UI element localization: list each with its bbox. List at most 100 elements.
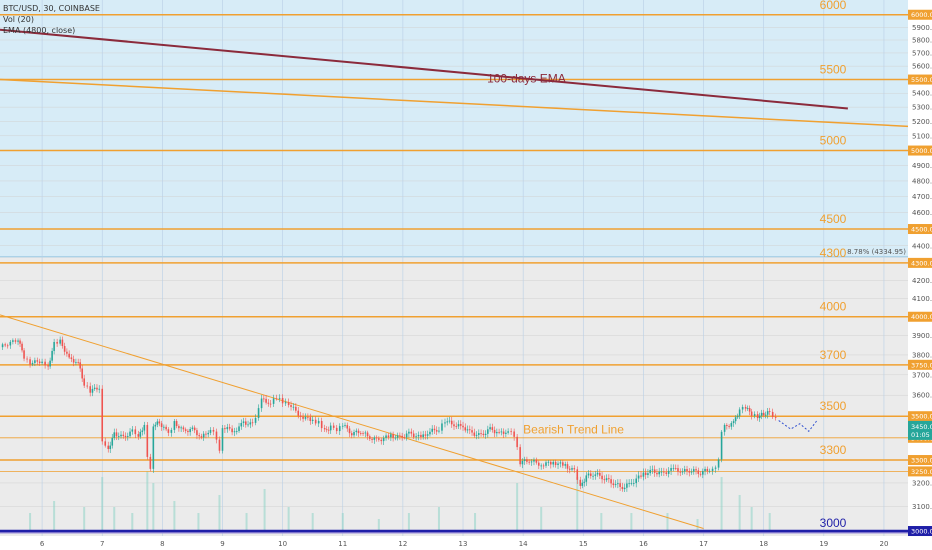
volume-bar	[540, 507, 543, 531]
candle-body	[314, 419, 317, 424]
candle-body	[768, 411, 771, 412]
candle-body	[228, 427, 231, 429]
candle-body	[34, 360, 36, 363]
candle-body	[44, 361, 46, 366]
candle-body	[746, 408, 749, 409]
candle-body	[1, 344, 4, 348]
candle-body	[771, 411, 774, 418]
ema-line[interactable]	[0, 28, 848, 110]
candle-body	[68, 353, 70, 358]
trend-line-upper[interactable]	[0, 78, 909, 128]
candle-body	[658, 471, 661, 475]
candle-body	[209, 429, 212, 433]
volume-bar	[407, 513, 410, 531]
candle-body	[521, 460, 524, 465]
candle-body	[152, 426, 155, 469]
candle-body	[359, 433, 362, 434]
candle-body	[272, 398, 275, 404]
candle-body	[699, 473, 702, 475]
volume-bar	[29, 513, 32, 531]
level-tag-bg	[908, 311, 932, 322]
candle-body	[450, 420, 453, 425]
candle-body	[405, 433, 408, 438]
candle-body	[728, 426, 730, 427]
candle-body	[226, 427, 229, 430]
time-axis[interactable]: 6 7 8 9 10 11 12 13 14 15 16 17 18 19 20	[40, 540, 889, 548]
candle-body	[357, 430, 360, 434]
candle-body	[462, 425, 464, 428]
candle-body	[287, 402, 290, 406]
candle-body	[594, 474, 597, 476]
candle-body	[387, 435, 390, 438]
level-tag: 4500.00	[911, 226, 932, 234]
trend-lines[interactable]	[0, 28, 909, 530]
candle-body	[4, 344, 6, 346]
price-axis[interactable]: 3100.003200.003300.003400.003500.003600.…	[908, 9, 932, 537]
candle-body	[378, 438, 380, 440]
candle-body	[392, 434, 394, 438]
candle-body	[21, 343, 23, 351]
candle-body	[573, 468, 576, 470]
candle-body	[369, 436, 371, 439]
candle-body	[431, 428, 434, 432]
candle-body	[505, 432, 507, 434]
candle-body	[240, 422, 243, 427]
time-tick-label: 9	[220, 540, 224, 548]
candle-body	[708, 470, 711, 472]
price-tick-label: 4200.00	[912, 277, 932, 285]
volume-bar	[377, 519, 380, 531]
time-tick-label: 20	[879, 540, 888, 548]
price-tick-label: 3200.00	[912, 479, 932, 487]
candle-body	[758, 415, 761, 419]
horizontal-levels[interactable]: 6000 5500 5000 4500 4300 4000 3700 3500 3300 3000	[0, 0, 908, 533]
volume-bar	[152, 483, 155, 531]
candle-body	[704, 468, 706, 472]
candle-body	[362, 433, 364, 434]
legend: BTC/USD, 30, COINBASE Vol (20) EMA (4800…	[3, 4, 100, 35]
level-tag-bg	[908, 411, 932, 422]
candle-body	[446, 421, 449, 423]
candle-body	[224, 428, 226, 430]
candle-body	[507, 431, 509, 433]
time-tick-label: 7	[100, 540, 104, 548]
candle-body	[344, 425, 346, 426]
level-tag-bg	[908, 145, 932, 156]
candle-body	[663, 471, 665, 473]
candle-body	[124, 435, 127, 438]
candle-body	[401, 435, 403, 438]
candle-body	[47, 365, 49, 367]
candle-body	[96, 387, 98, 390]
candle-body	[36, 360, 39, 362]
candle-body	[667, 470, 670, 474]
candle-body	[559, 462, 562, 464]
candle-body	[760, 412, 763, 416]
price-tick-label: 3600.00	[912, 392, 932, 400]
candle-body	[498, 432, 500, 433]
candle-body	[674, 467, 677, 469]
price-tick-label: 5900.00	[912, 24, 932, 32]
candle-body	[107, 445, 110, 450]
candle-body	[51, 350, 53, 361]
candle-body	[77, 362, 79, 364]
candle-body	[158, 421, 161, 424]
candle-body	[714, 467, 717, 469]
candle-body	[61, 339, 64, 347]
candle-body	[399, 435, 401, 437]
candle-body	[242, 421, 245, 423]
candle-body	[493, 429, 496, 434]
candle-body	[502, 431, 505, 434]
level-tag: 3750.00	[911, 361, 932, 369]
projection-path[interactable]	[778, 419, 819, 433]
bearish-trend-line[interactable]	[0, 314, 704, 530]
level-label: 3700	[820, 348, 847, 362]
candle-body	[640, 475, 642, 477]
level-tag: 4300.00	[911, 259, 932, 267]
candle-body	[134, 429, 137, 435]
candle-body	[519, 447, 521, 465]
candle-body	[165, 426, 167, 430]
candle-body	[557, 463, 559, 466]
candle-body	[200, 436, 203, 438]
time-tick-label: 12	[398, 540, 407, 548]
candle-body	[424, 434, 427, 436]
